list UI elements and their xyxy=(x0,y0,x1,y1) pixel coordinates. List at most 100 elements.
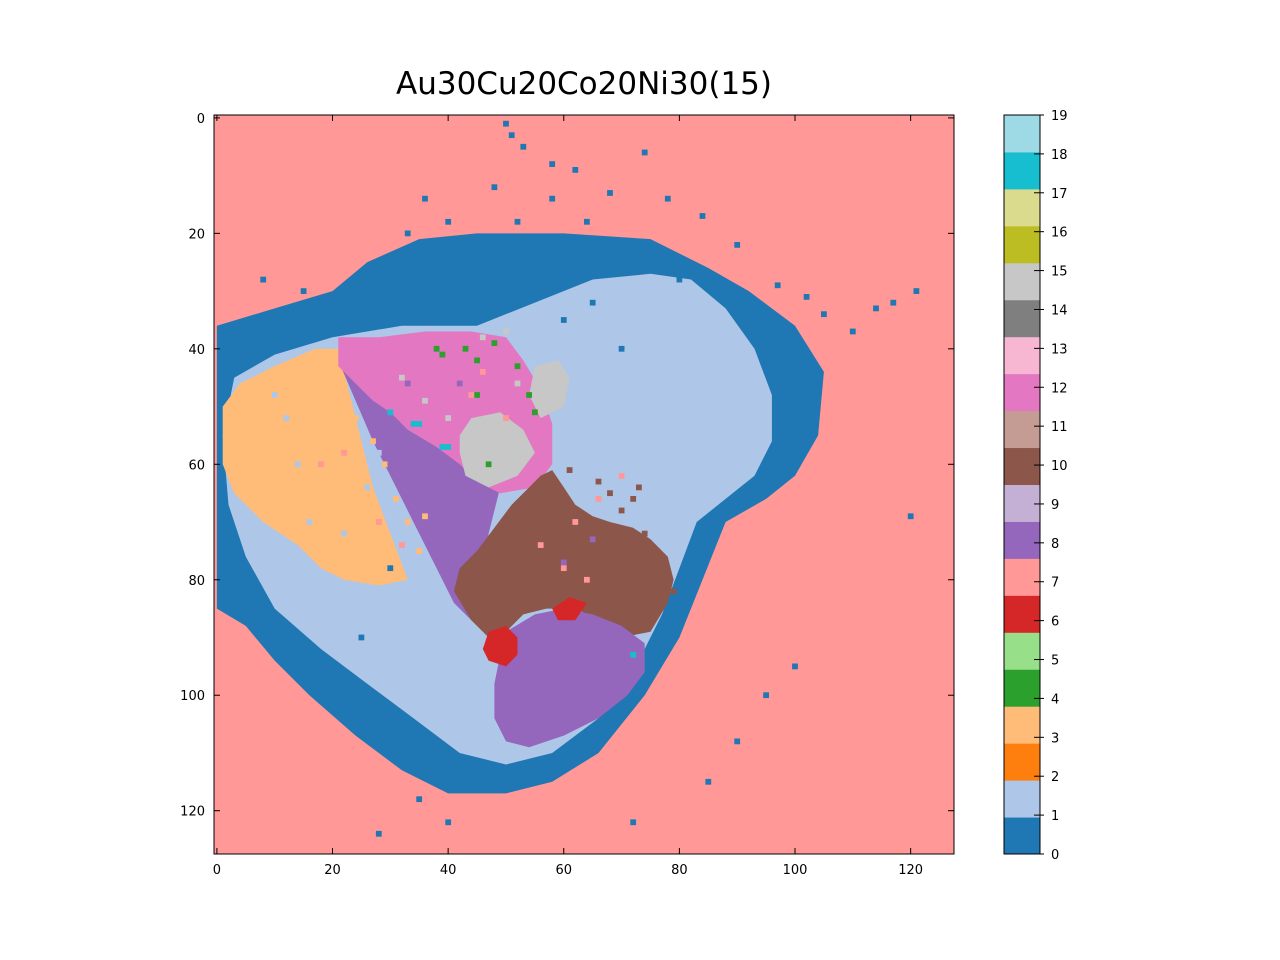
x-tick-label: 60 xyxy=(555,863,572,878)
heatmap-cell-class-0 xyxy=(803,294,810,300)
colorbar-segment-4 xyxy=(1004,669,1040,707)
heatmap-cell-class-0 xyxy=(641,149,648,156)
colorbar-tick-label: 3 xyxy=(1051,731,1059,746)
heatmap-region-class-8 xyxy=(494,608,645,748)
colorbar-segment-12 xyxy=(1004,373,1040,412)
colorbar-tick-label: 0 xyxy=(1051,848,1059,863)
heatmap-cell-class-7 xyxy=(560,565,567,572)
heatmap-cell-class-15 xyxy=(503,328,509,335)
heatmap-cell-class-0 xyxy=(699,213,706,219)
x-tick-label: 40 xyxy=(440,863,457,878)
plot-frame xyxy=(213,114,955,855)
colorbar-tick-label: 19 xyxy=(1051,109,1068,124)
heatmap-cell-class-4 xyxy=(491,340,498,346)
heatmap-cell-class-12 xyxy=(416,351,423,358)
heatmap-cell-class-0 xyxy=(589,299,596,306)
colorbar-segment-0 xyxy=(1004,817,1040,855)
heatmap-cell-class-1 xyxy=(688,403,694,410)
heatmap-cell-class-7 xyxy=(468,392,475,398)
heatmap-cell-class-0 xyxy=(329,692,336,699)
heatmap-cell-class-10 xyxy=(641,530,648,537)
heatmap-cell-class-0 xyxy=(358,634,365,641)
heatmap-cell-class-0 xyxy=(873,305,879,312)
heatmap-cell-class-10 xyxy=(607,490,613,497)
colorbar-tick-label: 1 xyxy=(1051,809,1059,824)
colorbar-tick-label: 7 xyxy=(1051,576,1059,591)
heatmap-cell-class-0 xyxy=(387,565,394,572)
heatmap-cell-class-4 xyxy=(462,345,469,352)
heatmap-cell-class-4 xyxy=(532,409,538,416)
heatmap-cell-class-1 xyxy=(283,415,290,421)
heatmap-cell-class-4 xyxy=(433,345,440,352)
y-tick-label: 60 xyxy=(188,458,205,473)
colorbar-tick-label: 8 xyxy=(1051,537,1059,552)
heatmap-cell-class-0 xyxy=(404,230,411,237)
colorbar-tick-label: 12 xyxy=(1051,381,1068,396)
heatmap-cell-class-15 xyxy=(514,380,521,387)
heatmap-cell-class-3 xyxy=(404,519,411,525)
y-tick-label: 40 xyxy=(188,343,205,358)
heatmap-cell-class-0 xyxy=(520,143,527,150)
heatmap-cell-class-0 xyxy=(318,299,324,306)
heatmap-cell-class-10 xyxy=(630,496,637,502)
heatmap-cell-class-18 xyxy=(445,444,452,450)
heatmap-cell-class-0 xyxy=(676,276,683,283)
heatmap-cell-class-1 xyxy=(306,519,313,525)
heatmap-cell-class-7 xyxy=(341,449,347,456)
colorbar-segment-9 xyxy=(1004,484,1040,522)
colorbar-segment-5 xyxy=(1004,632,1040,670)
heatmap-cell-class-15 xyxy=(399,374,405,381)
heatmap-cell-class-12 xyxy=(497,374,504,381)
heatmap-cell-class-15 xyxy=(422,397,428,404)
heatmap-cell-class-0 xyxy=(734,738,741,745)
heatmap-cell-class-4 xyxy=(474,392,480,398)
heatmap-cell-class-0 xyxy=(445,218,452,225)
heatmap-cell-class-0 xyxy=(618,345,625,352)
colorbar-segment-10 xyxy=(1004,447,1040,485)
colorbar-tick-label: 17 xyxy=(1051,187,1068,202)
x-tick-label: 80 xyxy=(671,863,688,878)
heatmap-cell-class-18 xyxy=(410,421,417,427)
heatmap-cell-class-12 xyxy=(451,374,457,381)
heatmap-cell-class-10 xyxy=(595,478,602,485)
colorbar-tick-label: 16 xyxy=(1051,226,1068,241)
heatmap-cell-class-3 xyxy=(393,496,399,502)
heatmap-cell-class-4 xyxy=(485,461,492,468)
heatmap-cell-class-12 xyxy=(514,403,521,410)
colorbar-segment-15 xyxy=(1004,262,1040,301)
colorbar-tick-label: 18 xyxy=(1051,148,1068,163)
heatmap-cell-class-7 xyxy=(595,496,602,502)
heatmap-cell-class-0 xyxy=(821,311,827,318)
colorbar-segment-3 xyxy=(1004,706,1040,744)
y-tick-label: 0 xyxy=(197,112,205,127)
colorbar-segment-13 xyxy=(1004,336,1040,375)
colorbar-segment-14 xyxy=(1004,299,1040,338)
heatmap-cell-class-10 xyxy=(670,588,677,595)
heatmap-cell-class-18 xyxy=(416,421,423,427)
heatmap-cell-class-4 xyxy=(526,392,532,398)
colorbar-segment-18 xyxy=(1004,151,1040,190)
x-tick-label: 120 xyxy=(898,863,923,878)
heatmap-cell-class-0 xyxy=(607,190,613,196)
heatmap-cell-class-3 xyxy=(381,461,388,468)
colorbar-tick-label: 14 xyxy=(1051,303,1068,318)
colorbar-segment-11 xyxy=(1004,410,1040,449)
heatmap-cell-class-18 xyxy=(387,409,394,416)
heatmap-cell-class-4 xyxy=(514,363,521,370)
heatmap-region-class-10 xyxy=(453,470,674,638)
heatmap-cell-class-1 xyxy=(341,530,347,537)
heatmap-cell-class-0 xyxy=(503,120,509,127)
x-axis: 0 20 40 60 80 100 120 xyxy=(213,115,923,878)
heatmap-cell-class-0 xyxy=(260,276,267,283)
colorbar xyxy=(1003,114,1041,855)
heatmap-cell-class-0 xyxy=(560,317,567,323)
colorbar-tick-label: 11 xyxy=(1051,420,1068,435)
chart-title: Au30Cu20Co20Ni30(15) xyxy=(396,66,772,102)
heatmap-cell-class-8 xyxy=(560,559,567,566)
heatmap-cell-class-0 xyxy=(549,161,556,167)
heatmap-cell-class-0 xyxy=(584,218,590,225)
heatmap-cell-class-1 xyxy=(375,449,382,456)
colorbar-frame xyxy=(1003,114,1041,855)
colorbar-tick-label: 9 xyxy=(1051,498,1059,513)
heatmap-region-class-15 xyxy=(529,360,570,419)
